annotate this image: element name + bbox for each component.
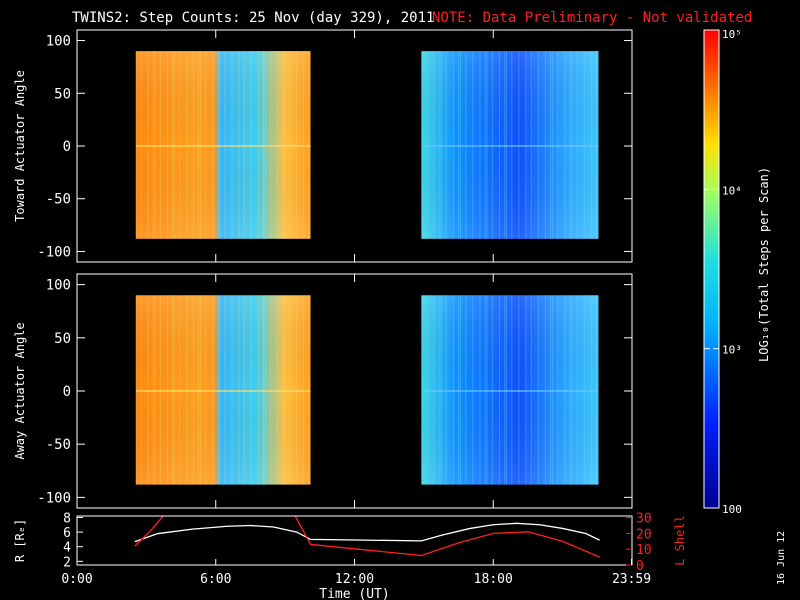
colorbar-tick-label: 10⁴ (722, 184, 742, 197)
orbit-xtick-label: 18:00 (474, 572, 513, 587)
toward-stripes-1 (135, 51, 310, 239)
orbit-ytick-right-label: 30 (636, 512, 652, 527)
date-stamp: 16 Jun 12 (776, 531, 787, 585)
orbit-ytick-left-label: 4 (63, 541, 71, 556)
away-ytick-label: 50 (54, 331, 71, 347)
toward-ytick-label: 100 (46, 34, 71, 50)
away-ytick-label: -100 (37, 490, 71, 506)
colorbar-tick-label: 10⁵ (722, 28, 742, 41)
toward-segment-shade-1 (135, 51, 311, 239)
away-stripes-1 (135, 295, 310, 485)
toward-ytick-label: 0 (63, 139, 71, 155)
toward-ytick-label: 50 (54, 86, 71, 102)
lshell-line (134, 516, 600, 558)
r-line (134, 522, 600, 543)
toward-ytick-label: -100 (37, 244, 71, 260)
chart-title: TWINS2: Step Counts: 25 Nov (day 329), 2… (72, 10, 434, 26)
away-panel: -100 -50 0 50 100 Away Actuator Angle (13, 273, 633, 509)
away-segment-shade-1 (135, 295, 311, 485)
colorbar-gradient (703, 29, 720, 509)
orbit-ytick-left-label: 8 (63, 511, 71, 526)
toward-ytick-label: -50 (46, 192, 71, 208)
orbit-ylabel-right: L Shell (673, 515, 687, 566)
toward-segment-shade-2 (421, 51, 599, 239)
orbit-xtick-label: 23:59 (612, 572, 651, 587)
colorbar-tick-label: 10³ (722, 344, 742, 357)
orbit-ytick-left-label: 6 (63, 526, 71, 541)
away-ylabel: Away Actuator Angle (13, 322, 27, 459)
colorbar-tick-label: 100 (722, 503, 742, 516)
away-ytick-label: -50 (46, 437, 71, 453)
orbit-ytick-right-label: 10 (636, 543, 652, 558)
orbit-ylabel-left: R [Rₑ] (13, 519, 27, 562)
orbit-xtick-label: 12:00 (335, 572, 374, 587)
orbit-xlabel: Time (UT) (319, 587, 389, 600)
away-ytick-label: 100 (46, 278, 71, 294)
colorbar: 10⁵ 10⁴ 10³ 100 LOG₁₀(Total Steps per Scan) (703, 28, 771, 516)
away-stripes-2 (421, 295, 598, 485)
toward-stripes-2 (421, 51, 598, 239)
colorbar-label: LOG₁₀(Total Steps per Scan) (757, 167, 771, 362)
toward-panel: -100 -50 0 50 100 Toward Actuator Angle (13, 29, 633, 263)
toward-ylabel: Toward Actuator Angle (13, 70, 27, 222)
away-ytick-label: 0 (63, 384, 71, 400)
orbit-xtick-label: 6:00 (200, 572, 231, 587)
orbit-ytick-left-label: 2 (63, 555, 71, 570)
data-note: NOTE: Data Preliminary - Not validated (432, 10, 752, 26)
orbit-ytick-right-label: 20 (636, 527, 652, 542)
orbit-xtick-label: 0:00 (61, 572, 92, 587)
away-segment-shade-2 (421, 295, 599, 485)
orbit-ytick-right-label: 0 (636, 559, 644, 574)
colorbar-ticks: 10⁵ 10⁴ 10³ 100 (704, 28, 742, 516)
